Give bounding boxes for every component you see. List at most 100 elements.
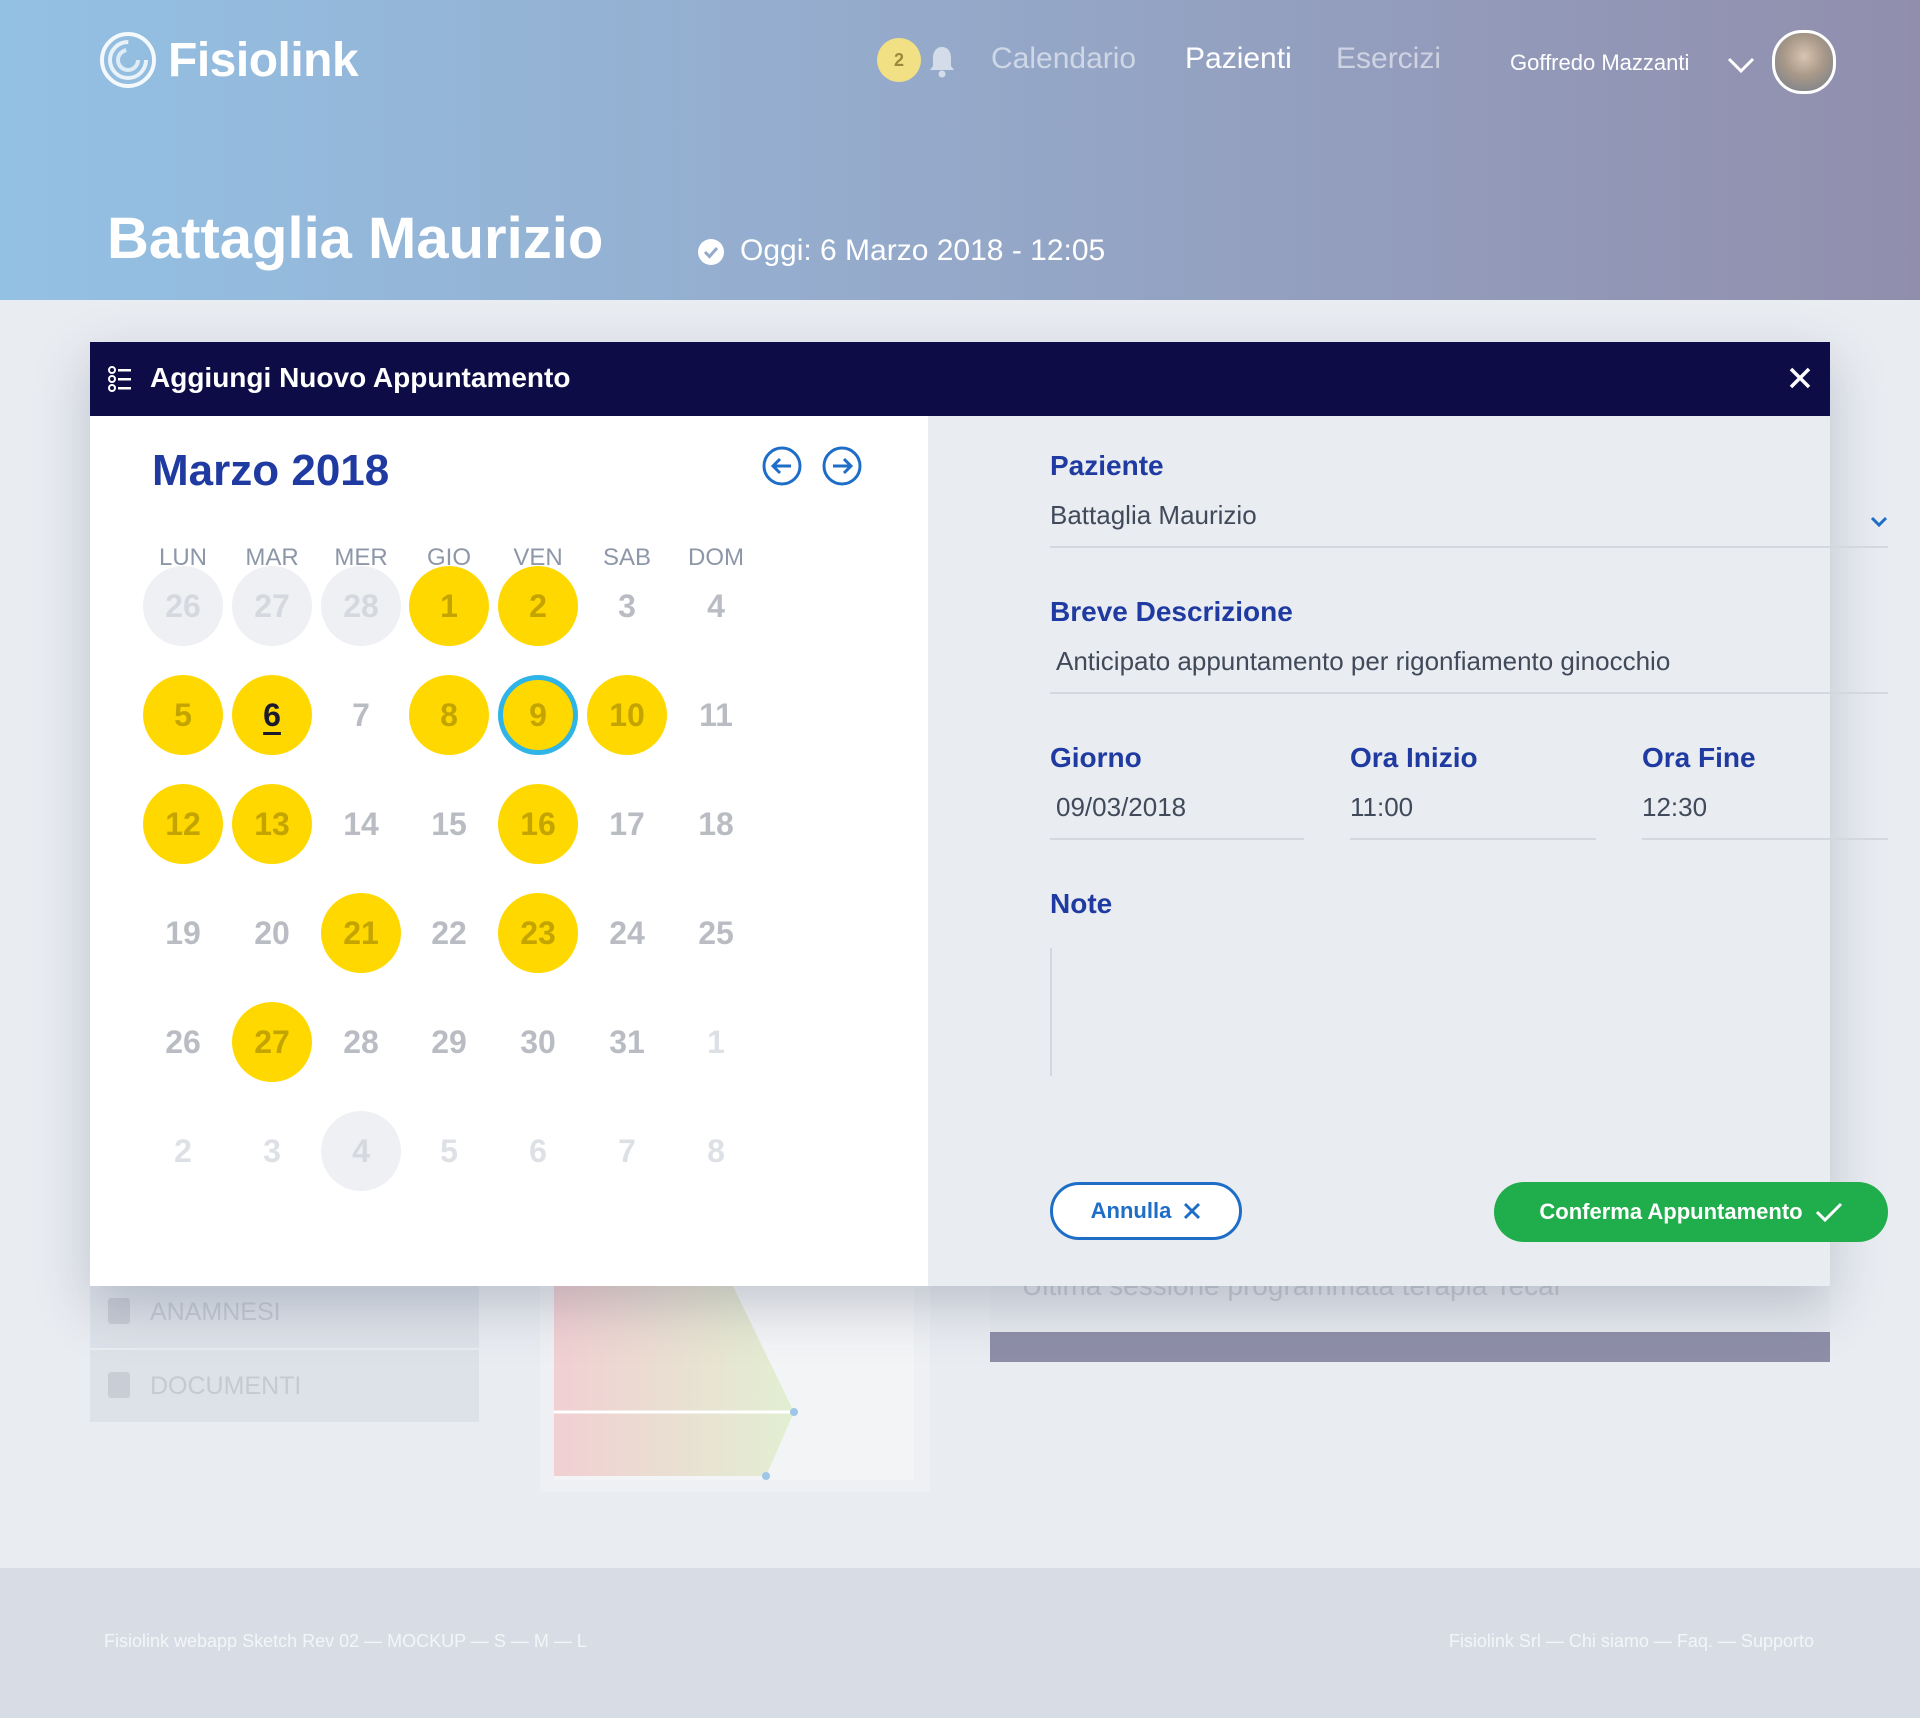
person-icon: [108, 1298, 130, 1324]
calendar-day[interactable]: 8: [676, 1111, 756, 1191]
calendar-day[interactable]: 20: [232, 893, 312, 973]
patient-underline: [1050, 546, 1888, 548]
calendar-day[interactable]: 5: [409, 1111, 489, 1191]
calendar-day[interactable]: 29: [409, 1002, 489, 1082]
cancel-button[interactable]: Annulla: [1050, 1182, 1242, 1240]
calendar-day[interactable]: 18: [676, 784, 756, 864]
calendar-day-number: 6: [263, 696, 281, 733]
calendar-day-selected[interactable]: 9: [498, 675, 578, 755]
end-time-input[interactable]: 12:30: [1642, 792, 1708, 822]
calendar-day-number: 6: [529, 1132, 547, 1169]
nav-calendario[interactable]: Calendario: [991, 42, 1137, 75]
day-input[interactable]: 09/03/2018: [1056, 792, 1187, 822]
end-time-label: Ora Fine: [1642, 742, 1756, 773]
calendar-day-number: 13: [254, 805, 290, 842]
calendar-day-number: 14: [343, 805, 379, 842]
note-textarea[interactable]: [1050, 948, 1052, 1076]
calendar-day[interactable]: 14: [321, 784, 401, 864]
calendar-day[interactable]: 23: [498, 893, 578, 973]
calendar-day[interactable]: 13: [232, 784, 312, 864]
page-footer: Fisiolink webapp Sketch Rev 02 — MOCKUP …: [0, 1568, 1920, 1718]
calendar-day[interactable]: 4: [321, 1111, 401, 1191]
arrow-right-icon[interactable]: [822, 446, 862, 486]
calendar-day[interactable]: 17: [587, 784, 667, 864]
calendar-day-number: 23: [520, 914, 556, 951]
calendar-day[interactable]: 16: [498, 784, 578, 864]
calendar-day-number: 2: [174, 1132, 192, 1169]
calendar-day[interactable]: 21: [321, 893, 401, 973]
calendar-day[interactable]: 5: [143, 675, 223, 755]
calendar-day[interactable]: 30: [498, 1002, 578, 1082]
avatar[interactable]: [1772, 30, 1836, 94]
calendar-day[interactable]: 4: [676, 566, 756, 646]
calendar-day[interactable]: 1: [409, 566, 489, 646]
calendar-day-number: 30: [520, 1023, 556, 1060]
calendar-day-number: 19: [165, 914, 201, 951]
app-logo[interactable]: Fisiolink: [98, 30, 359, 90]
calendar-day[interactable]: 31: [587, 1002, 667, 1082]
chevron-down-icon[interactable]: [1870, 516, 1888, 528]
calendar-day[interactable]: 11: [676, 675, 756, 755]
calendar-day-number: 29: [431, 1023, 467, 1060]
list-icon: [108, 366, 131, 392]
cancel-button-label: Annulla: [1090, 1198, 1172, 1223]
calendar-day[interactable]: 3: [232, 1111, 312, 1191]
today-date: Oggi: 6 Marzo 2018 - 12:05: [740, 234, 1106, 267]
nav-pazienti[interactable]: Pazienti: [1185, 42, 1292, 75]
arrow-left-icon[interactable]: [762, 446, 802, 486]
calendar-day[interactable]: 28: [321, 566, 401, 646]
calendar-day[interactable]: 25: [676, 893, 756, 973]
calendar-day[interactable]: 27: [232, 1002, 312, 1082]
calendar-day-number: 26: [165, 1023, 201, 1060]
chevron-down-icon[interactable]: [1727, 56, 1755, 74]
panel-bar: [990, 1332, 1830, 1362]
calendar-day-number: 28: [343, 587, 379, 624]
calendar-day-number: 17: [609, 805, 645, 842]
calendar-day[interactable]: 28: [321, 1002, 401, 1082]
calendar-day[interactable]: 2: [498, 566, 578, 646]
end-time-underline: [1642, 838, 1888, 840]
start-time-input[interactable]: 11:00: [1350, 792, 1414, 822]
calendar-day[interactable]: 2: [143, 1111, 223, 1191]
calendar-day-number: 1: [707, 1023, 725, 1060]
sidebar-item-documenti[interactable]: DOCUMENTI: [90, 1350, 479, 1422]
calendar-day[interactable]: 19: [143, 893, 223, 973]
patient-select[interactable]: Battaglia Maurizio: [1050, 500, 1257, 530]
calendar-day[interactable]: 27: [232, 566, 312, 646]
calendar-day-number: 27: [254, 587, 290, 624]
calendar-day-today[interactable]: 6: [232, 675, 312, 755]
calendar-day-number: 24: [609, 914, 645, 951]
bell-icon[interactable]: [928, 44, 956, 78]
close-icon[interactable]: [1788, 366, 1812, 390]
calendar-day-number: 18: [698, 805, 734, 842]
calendar-day-number: 7: [618, 1132, 636, 1169]
confirm-appointment-button[interactable]: Conferma Appuntamento: [1494, 1182, 1888, 1242]
calendar-day-number: 15: [431, 805, 467, 842]
calendar-day[interactable]: 7: [587, 1111, 667, 1191]
calendar-day-number: 2: [529, 587, 547, 624]
calendar-day[interactable]: 22: [409, 893, 489, 973]
footer-left-links[interactable]: Fisiolink webapp Sketch Rev 02 — MOCKUP …: [104, 1631, 587, 1651]
calendar-day-number: 20: [254, 914, 290, 951]
calendar-day[interactable]: 26: [143, 566, 223, 646]
calendar-day[interactable]: 24: [587, 893, 667, 973]
nav-esercizi[interactable]: Esercizi: [1336, 42, 1442, 75]
calendar-day[interactable]: 8: [409, 675, 489, 755]
calendar-day[interactable]: 15: [409, 784, 489, 864]
calendar-day[interactable]: 12: [143, 784, 223, 864]
description-input[interactable]: Anticipato appuntamento per rigonfiament…: [1056, 646, 1671, 676]
footer-right-links[interactable]: Fisiolink Srl — Chi siamo — Faq. — Suppo…: [1448, 1631, 1814, 1651]
user-name[interactable]: Goffredo Mazzanti: [1510, 50, 1690, 75]
calendar-day[interactable]: 10: [587, 675, 667, 755]
description-underline: [1050, 692, 1888, 694]
add-appointment-modal: Aggiungi Nuovo Appuntamento Marzo 2018 L…: [90, 342, 1888, 1286]
calendar-day[interactable]: 1: [676, 1002, 756, 1082]
notification-badge[interactable]: 2: [877, 38, 921, 82]
calendar-day[interactable]: 26: [143, 1002, 223, 1082]
calendar-day[interactable]: 3: [587, 566, 667, 646]
fisiolink-logo-icon: [100, 32, 156, 88]
calendar-day-number: 9: [529, 696, 547, 733]
sidebar-item-anamnesi[interactable]: ANAMNESI: [90, 1276, 479, 1348]
calendar-day[interactable]: 6: [498, 1111, 578, 1191]
calendar-day[interactable]: 7: [321, 675, 401, 755]
